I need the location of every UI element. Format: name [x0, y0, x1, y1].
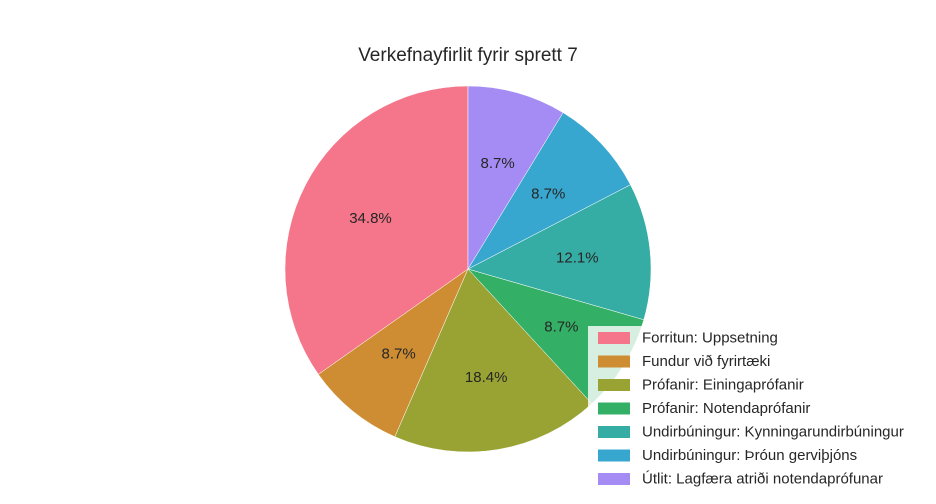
pie-slice-labels: 34.8% 8.7% 18.4% 8.7% 12.1% 8.7% 8.7%	[349, 155, 598, 386]
pie-slice-0	[284, 85, 469, 375]
legend-swatch-4	[598, 426, 630, 438]
pie-slice-1	[318, 268, 469, 438]
legend-label-3: Prófanir: Notendaprófanir	[642, 400, 810, 417]
slice-percent-label-6: 8.7%	[480, 155, 514, 172]
legend-swatch-0	[598, 332, 630, 344]
slice-percent-label-2: 18.4%	[465, 369, 508, 386]
legend-swatch-5	[598, 449, 630, 462]
pie-slice-5	[467, 112, 631, 270]
legend-swatch-1	[598, 355, 630, 368]
pie-slice-6	[467, 85, 564, 270]
legend-background	[588, 326, 926, 494]
legend-label-1: Fundur við fyrirtæki	[642, 353, 770, 370]
slice-percent-label-1: 8.7%	[381, 346, 415, 363]
chart-title: Verkefnayfirlit fyrir sprett 7	[358, 45, 578, 66]
slice-percent-label-4: 12.1%	[556, 250, 599, 267]
legend-swatch-2	[598, 379, 630, 391]
slice-percent-label-3: 8.7%	[544, 318, 578, 335]
legend: Forritun: Uppsetning Fundur við fyrirtæki…	[588, 326, 926, 494]
slice-percent-label-0: 34.8%	[349, 210, 392, 227]
legend-swatch-3	[598, 402, 630, 415]
pie-slice-2	[394, 268, 593, 453]
pie-slice-4	[467, 184, 652, 321]
legend-label-6: Útlit: Lagfæra atriði notendaprófunar	[642, 471, 883, 488]
legend-swatch-6	[598, 473, 630, 485]
pie-slices	[284, 85, 652, 453]
legend-label-5: Undirbúningur: Þróun gerviþjóns	[642, 447, 857, 464]
legend-label-2: Prófanir: Einingaprófanir	[642, 377, 804, 394]
slice-percent-label-5: 8.7%	[531, 186, 565, 203]
legend-label-4: Undirbúningur: Kynningarundirbúningur	[642, 424, 904, 441]
legend-label-0: Forritun: Uppsetning	[642, 330, 778, 347]
